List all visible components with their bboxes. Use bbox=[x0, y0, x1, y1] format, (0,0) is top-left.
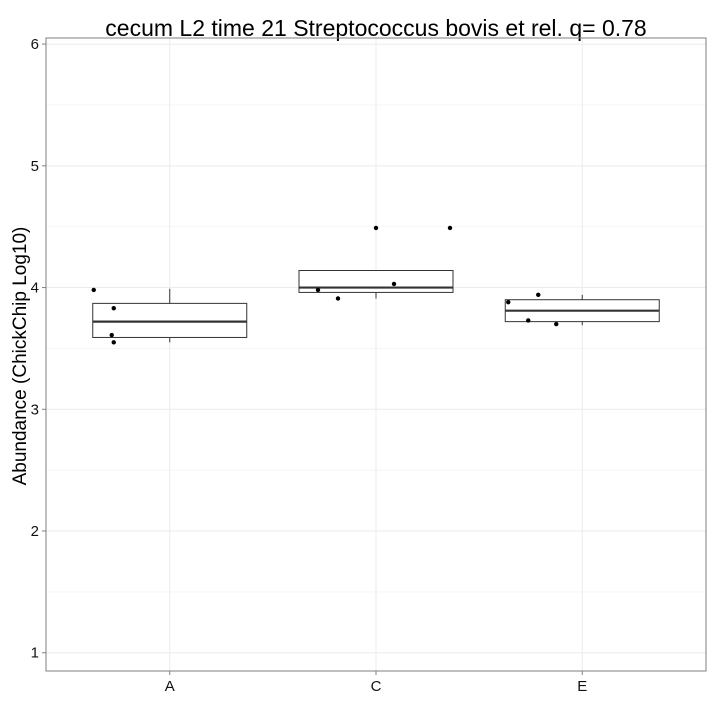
x-tick-label: C bbox=[371, 678, 382, 695]
data-point bbox=[91, 287, 96, 293]
box-c bbox=[298, 270, 454, 299]
axes-group: 1 2 3 4 5 6 A C E bbox=[31, 36, 588, 695]
y-tick-label: 3 bbox=[31, 401, 39, 418]
x-tick-label: A bbox=[165, 678, 175, 695]
data-point bbox=[536, 292, 541, 298]
data-point bbox=[111, 306, 116, 311]
data-point bbox=[315, 287, 321, 293]
box-body bbox=[92, 302, 248, 338]
data-point bbox=[554, 321, 559, 327]
y-tick-label: 6 bbox=[31, 36, 39, 53]
data-point bbox=[109, 332, 114, 338]
chart-title: cecum L2 time 21 Streptococcus bovis et … bbox=[105, 15, 646, 41]
points-group bbox=[91, 225, 559, 345]
y-tick-label: 1 bbox=[31, 645, 39, 662]
y-axis-label: Abundance (ChickChip Log10) bbox=[10, 227, 31, 486]
x-tick-label: E bbox=[577, 678, 587, 695]
data-point bbox=[373, 225, 379, 231]
data-point bbox=[111, 340, 116, 345]
y-tick-label: 4 bbox=[31, 280, 39, 297]
data-point bbox=[391, 281, 397, 287]
data-point bbox=[335, 296, 341, 301]
data-point bbox=[447, 225, 453, 231]
boxes-group bbox=[92, 270, 660, 343]
y-tick-label: 2 bbox=[31, 523, 39, 540]
box-a bbox=[92, 288, 248, 343]
grid-lines bbox=[46, 38, 706, 671]
data-point bbox=[526, 318, 531, 323]
box-e bbox=[504, 294, 660, 326]
data-point bbox=[506, 299, 511, 305]
y-tick-label: 5 bbox=[31, 158, 39, 175]
box-body bbox=[298, 270, 454, 293]
